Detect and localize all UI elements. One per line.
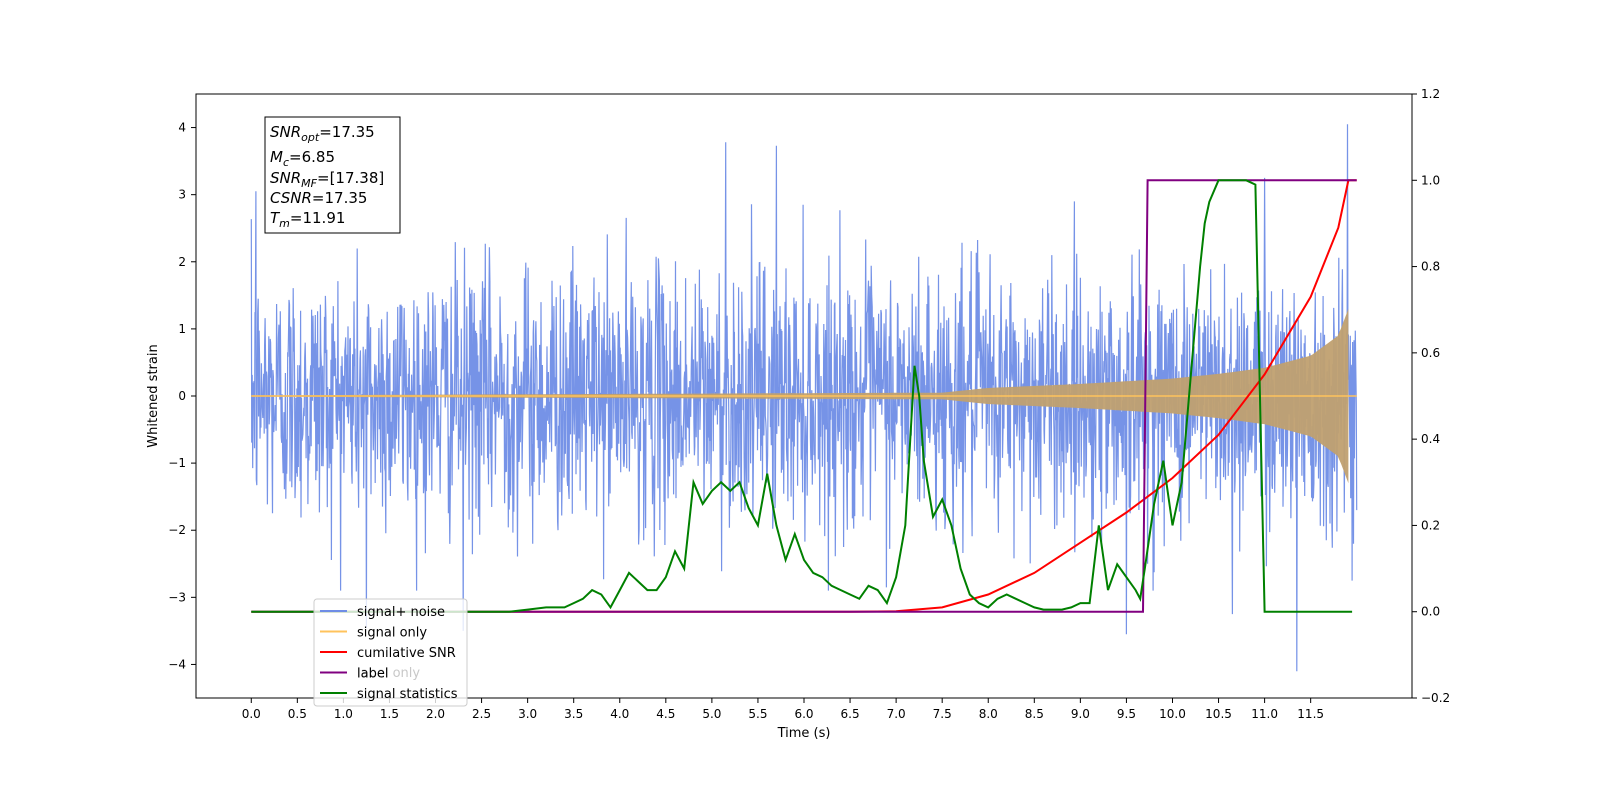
x-tick-label: 1.5 <box>380 707 399 721</box>
x-tick-label: 10.0 <box>1159 707 1186 721</box>
y-tick-label-left: 1 <box>178 322 186 336</box>
x-axis: 0.0 0.5 1.0 1.5 2.0 2.5 3.0 3.5 4.0 4.5 5.0 5.5 6.0 6… <box>242 698 1324 721</box>
y-tick-label-right: 0.0 <box>1421 605 1440 619</box>
y-axis-left: 4 3 2 1 0 −1 −2 −3 −4 <box>168 121 196 671</box>
annotation-box: SNRopt=17.35 Mc=6.85 SNRMF=[17.38] CSNR=… <box>264 116 401 234</box>
y-axis-label-left: Whitened strain <box>146 344 161 447</box>
y-tick-label-right: 1.0 <box>1421 173 1440 187</box>
annotation-tm: Tm=11.91 <box>270 209 345 230</box>
y-tick-label-left: 0 <box>178 389 186 403</box>
x-tick-label: 0.5 <box>288 707 307 721</box>
y-tick-label-right: 0.2 <box>1421 518 1440 532</box>
series-signal-noise <box>250 124 1358 672</box>
y-tick-label-left: 2 <box>178 255 186 269</box>
x-tick-label: 8.5 <box>1025 707 1044 721</box>
legend-label: cumilative SNR <box>357 646 456 661</box>
y-tick-label-left: −1 <box>168 456 186 470</box>
legend: label only signal+ noise signal only cumil… <box>313 598 468 707</box>
y-tick-label-right: −0.2 <box>1421 691 1450 705</box>
x-tick-label: 4.0 <box>610 707 629 721</box>
legend-label: signal statistics <box>357 687 458 702</box>
x-tick-label: 8.0 <box>979 707 998 721</box>
y-tick-label-right: 0.4 <box>1421 432 1440 446</box>
y-tick-label-left: −4 <box>168 657 186 671</box>
y-tick-label-right: 0.8 <box>1421 260 1440 274</box>
x-tick-label: 6.5 <box>841 707 860 721</box>
x-tick-label: 10.5 <box>1205 707 1232 721</box>
x-tick-label: 2.0 <box>426 707 445 721</box>
legend-label: label <box>357 667 388 682</box>
x-tick-label: 3.5 <box>564 707 583 721</box>
annotation-snr-mf: SNRMF=[17.38] <box>270 169 384 190</box>
series-cumilative-snr <box>251 179 1357 613</box>
annotation-snr-opt: SNRopt=17.35 <box>270 123 375 144</box>
x-tick-label: 2.5 <box>472 707 491 721</box>
x-axis-label: Time (s) <box>777 726 831 741</box>
x-tick-label: 0.0 <box>242 707 261 721</box>
legend-label: signal only <box>357 626 427 641</box>
legend-hidden-label: label only <box>357 666 420 681</box>
x-tick-label: 5.5 <box>748 707 767 721</box>
series-layer <box>250 124 1358 672</box>
x-tick-label: 1.0 <box>334 707 353 721</box>
y-tick-label-left: −3 <box>168 590 186 604</box>
x-tick-label: 11.0 <box>1251 707 1278 721</box>
x-tick-label: 9.5 <box>1117 707 1136 721</box>
y-tick-label-left: 3 <box>178 188 186 202</box>
x-tick-label: 5.0 <box>702 707 721 721</box>
x-tick-label: 9.0 <box>1071 707 1090 721</box>
y-tick-label-left: −2 <box>168 523 186 537</box>
x-tick-label: 7.0 <box>887 707 906 721</box>
x-tick-label: 11.5 <box>1297 707 1324 721</box>
annotation-csnr: CSNR=17.35 <box>270 189 367 207</box>
x-tick-label: 7.5 <box>933 707 952 721</box>
legend-label: signal+ noise <box>357 605 445 620</box>
y-tick-label-left: 4 <box>178 121 186 135</box>
series-signal-statistics <box>251 179 1353 613</box>
y-tick-label-right: 0.6 <box>1421 346 1440 360</box>
y-axis-right: 1.2 1.0 0.8 0.6 0.4 0.2 0.0 −0.2 <box>1412 87 1450 705</box>
x-tick-label: 4.5 <box>656 707 675 721</box>
x-tick-label: 3.0 <box>518 707 537 721</box>
x-tick-label: 6.0 <box>794 707 813 721</box>
series-label <box>251 179 1357 613</box>
annotation-mc: Mc=6.85 <box>270 148 335 169</box>
y-tick-label-right: 1.2 <box>1421 87 1440 101</box>
